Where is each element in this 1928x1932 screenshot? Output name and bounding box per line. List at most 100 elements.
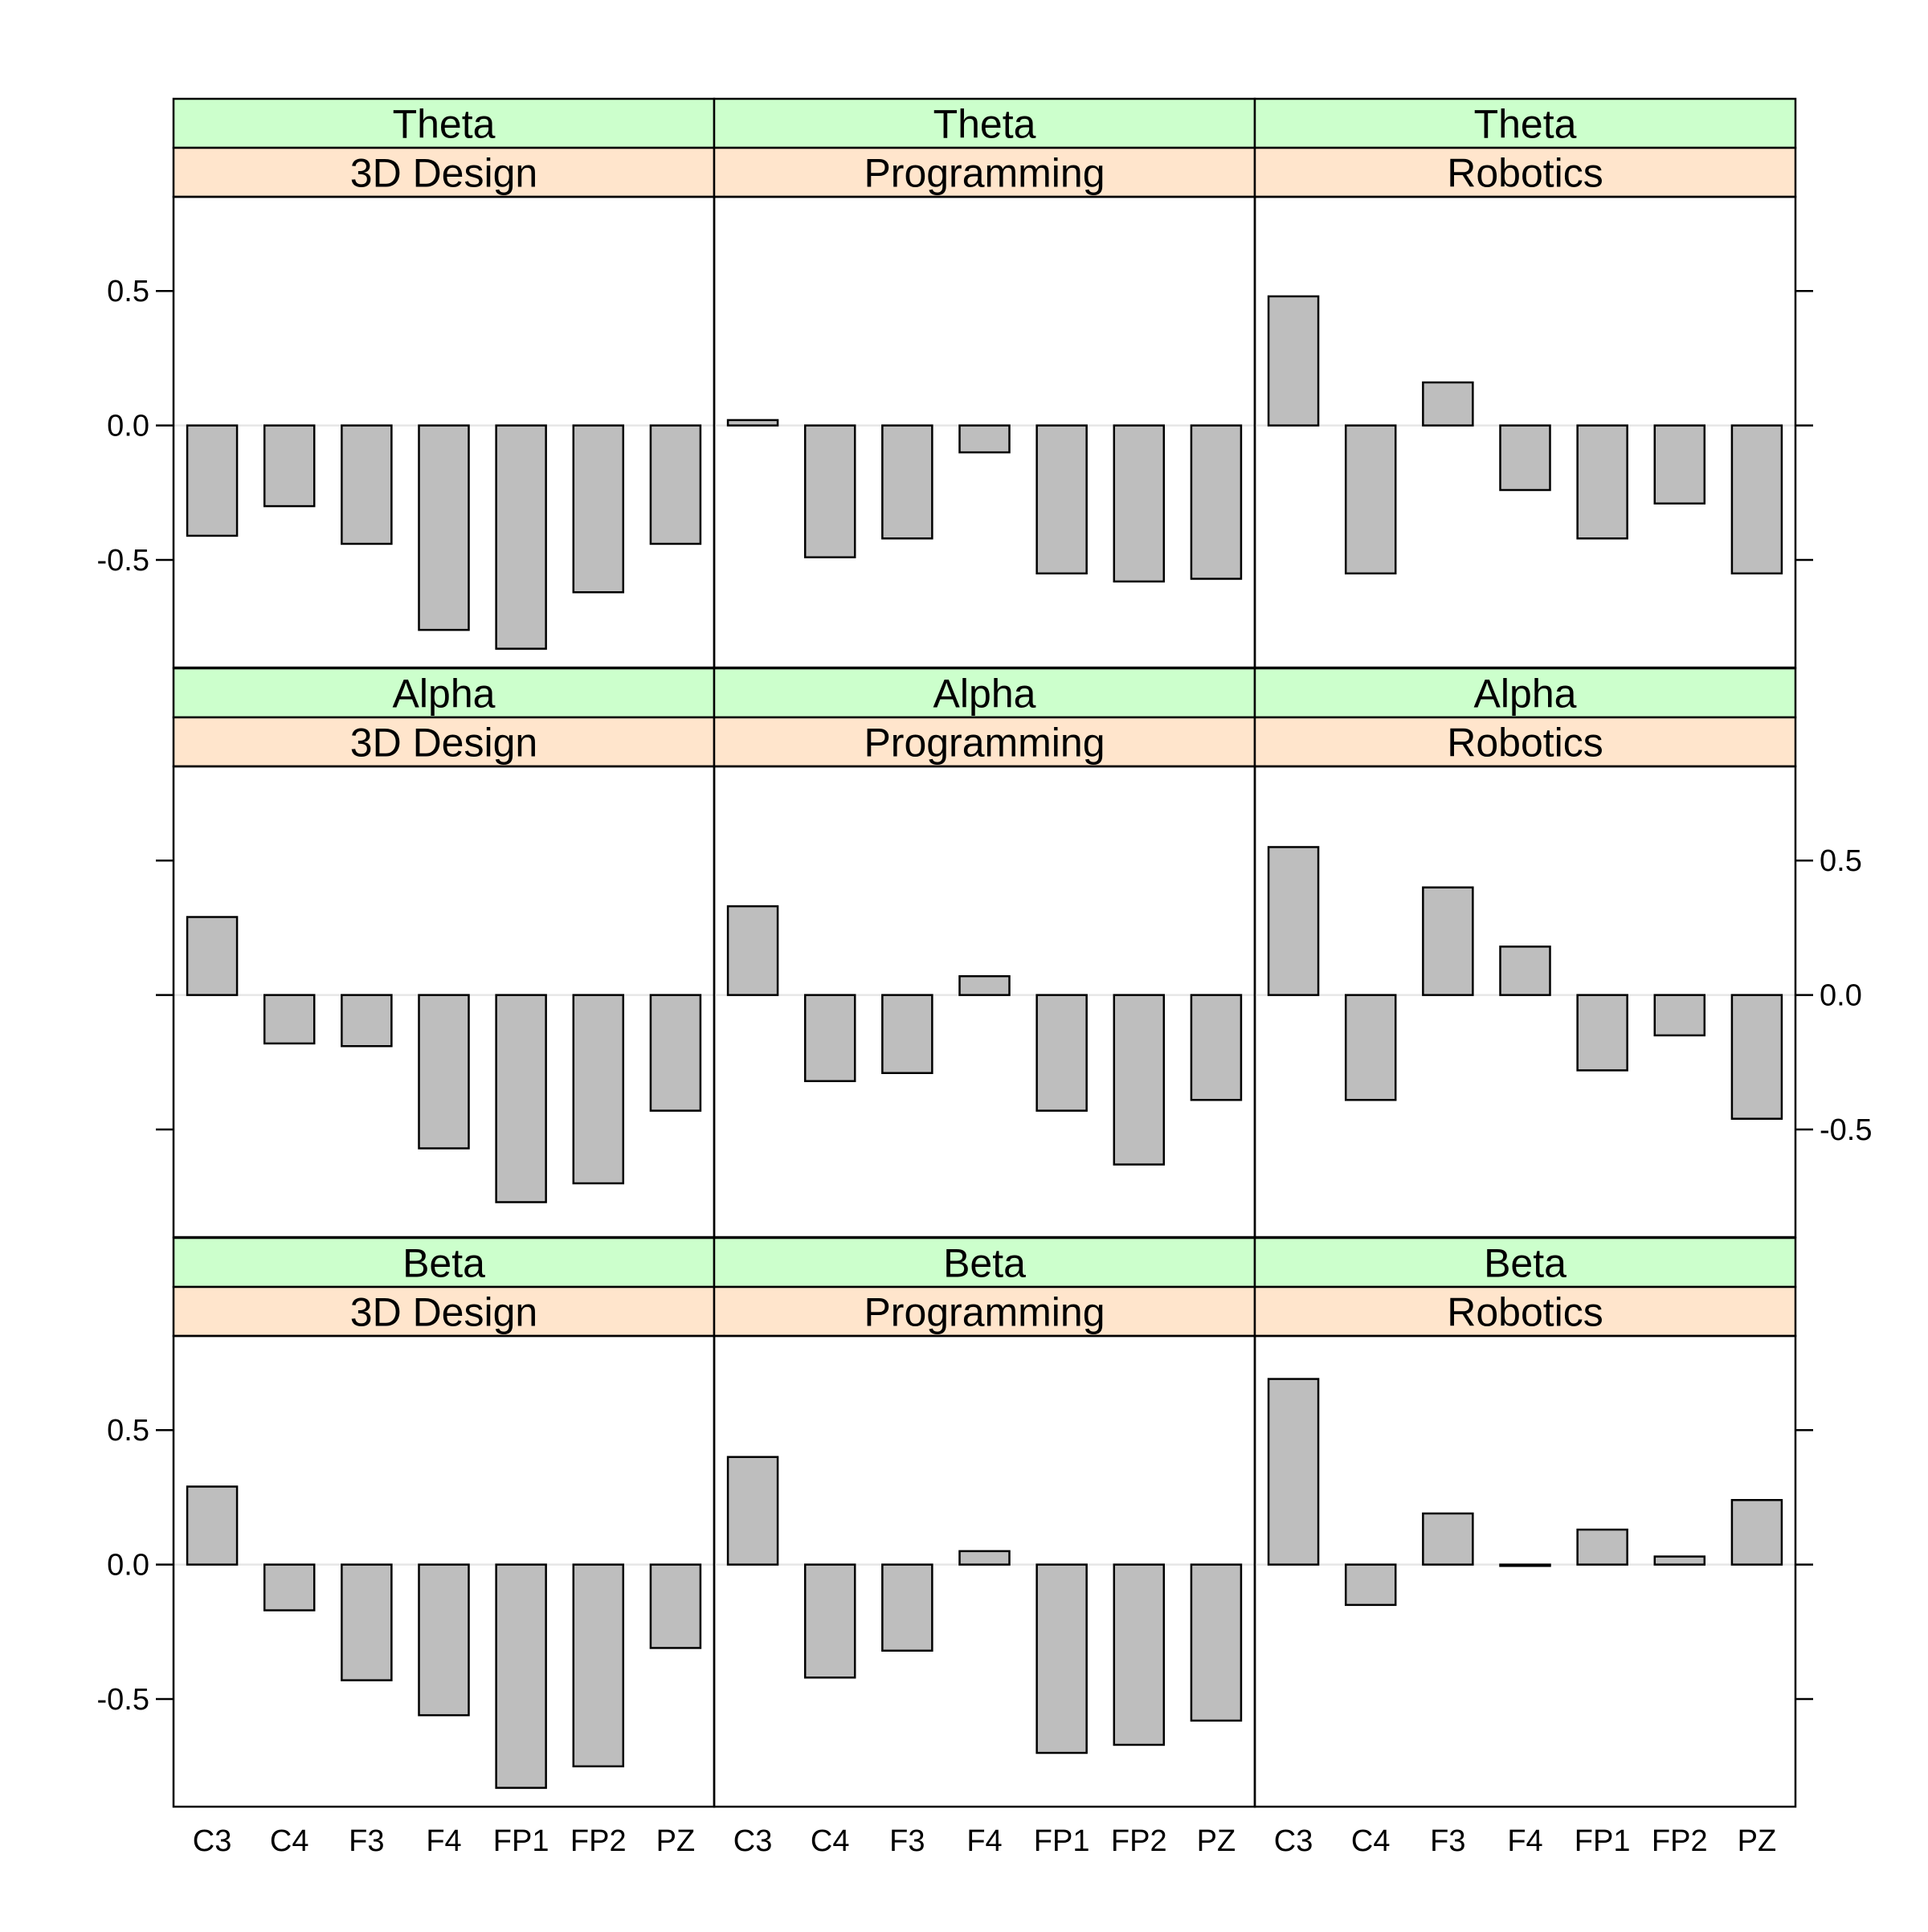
- bar-f3: [1422, 381, 1474, 427]
- x-tick-label: F4: [966, 1824, 1002, 1858]
- strip-subject-label: Programming: [864, 1290, 1105, 1335]
- bar-fp1: [1576, 424, 1628, 540]
- x-tick-label: FP1: [493, 1824, 549, 1858]
- bar-pz: [1730, 424, 1783, 575]
- bar-fp1: [495, 1563, 547, 1789]
- strip-subject-label: Robotics: [1447, 1290, 1603, 1335]
- bar-f3: [1422, 886, 1474, 996]
- bar-c4: [263, 994, 316, 1045]
- bar-fp2: [1653, 994, 1706, 1037]
- bar-pz: [1730, 1499, 1783, 1566]
- strip-subject: [1253, 1285, 1797, 1338]
- x-tick-label: PZ: [1197, 1824, 1236, 1858]
- strip-band: [713, 667, 1256, 719]
- bar-c3: [726, 1456, 779, 1566]
- y-tick-label-left: -0.5: [97, 544, 149, 578]
- strip-subject-label: Robotics: [1447, 721, 1603, 766]
- strip-band-label: Beta: [943, 1241, 1026, 1286]
- x-tick-label: PZ: [656, 1824, 696, 1858]
- bar-c4: [803, 1563, 856, 1679]
- strip-subject-label: Programming: [864, 151, 1105, 196]
- bar-f3: [881, 1563, 933, 1652]
- y-tick-label-right: 0.0: [1820, 979, 1862, 1013]
- bar-f4: [418, 1563, 470, 1717]
- strip-band-label: Beta: [402, 1241, 485, 1286]
- strip-subject-label: Programming: [864, 721, 1105, 766]
- bar-f4: [1499, 424, 1551, 492]
- panel-border: [713, 1334, 1256, 1808]
- bar-pz: [649, 994, 702, 1112]
- x-tick-label: FP2: [1111, 1824, 1167, 1858]
- strip-band-label: Alpha: [1474, 672, 1577, 717]
- strip-band: [172, 1236, 716, 1289]
- x-tick-label: C4: [1351, 1824, 1391, 1858]
- bar-f3: [881, 424, 933, 540]
- strip-subject-label: 3D Design: [350, 1290, 537, 1335]
- x-tick-label: FP1: [1034, 1824, 1090, 1858]
- strip-band: [1253, 97, 1797, 149]
- y-tick-label-left: 0.0: [107, 1549, 149, 1583]
- strip-subject: [713, 1285, 1256, 1338]
- bar-pz: [1730, 994, 1783, 1120]
- bar-f4: [1499, 1563, 1551, 1567]
- panel-border: [1253, 765, 1797, 1239]
- strip-band-label: Alpha: [933, 672, 1036, 717]
- bar-c3: [186, 916, 239, 996]
- bar-f3: [881, 994, 933, 1074]
- strip-subject-label: 3D Design: [350, 721, 537, 766]
- bar-fp2: [1653, 1555, 1706, 1566]
- bar-fp1: [1035, 994, 1088, 1112]
- bar-c3: [1267, 846, 1320, 996]
- bar-f3: [1422, 1512, 1474, 1566]
- strip-band: [172, 97, 716, 149]
- bar-fp2: [1653, 424, 1706, 504]
- y-tick-label-left: 0.5: [107, 1414, 149, 1448]
- x-tick-label: F4: [426, 1824, 461, 1858]
- bar-pz: [1190, 424, 1243, 580]
- x-tick-label: FP2: [1652, 1824, 1708, 1858]
- x-tick-label: FP1: [1575, 1824, 1631, 1858]
- bar-fp2: [572, 424, 625, 594]
- bar-fp2: [572, 994, 625, 1185]
- bar-c4: [263, 424, 316, 508]
- bar-f3: [341, 994, 393, 1048]
- strip-subject-label: Robotics: [1447, 151, 1603, 196]
- strip-subject: [713, 716, 1256, 768]
- x-tick-label: F4: [1507, 1824, 1542, 1858]
- strip-band-label: Theta: [933, 102, 1036, 147]
- x-tick-label: C4: [270, 1824, 309, 1858]
- bar-fp1: [495, 994, 547, 1203]
- strip-subject: [172, 146, 716, 198]
- bar-fp1: [1576, 1528, 1628, 1566]
- x-tick-label: PZ: [1738, 1824, 1777, 1858]
- bar-c4: [1344, 424, 1397, 575]
- bar-fp1: [1576, 994, 1628, 1072]
- strip-band-label: Theta: [1474, 102, 1577, 147]
- bar-c3: [1267, 295, 1320, 427]
- bar-c3: [186, 424, 239, 537]
- bar-fp2: [1113, 994, 1166, 1166]
- bar-fp2: [1113, 1563, 1166, 1746]
- bar-c4: [803, 994, 856, 1083]
- x-tick-label: F3: [1430, 1824, 1465, 1858]
- panel-border: [1253, 1334, 1797, 1808]
- x-tick-label: F3: [889, 1824, 925, 1858]
- bar-f4: [418, 424, 470, 631]
- bar-c3: [726, 419, 779, 427]
- bar-c3: [186, 1485, 239, 1566]
- bar-fp2: [572, 1563, 625, 1768]
- bar-pz: [649, 424, 702, 545]
- bar-fp1: [1035, 1563, 1088, 1754]
- y-tick-label-left: 0.0: [107, 410, 149, 443]
- bar-c4: [803, 424, 856, 558]
- bar-c4: [263, 1563, 316, 1611]
- bar-f4: [958, 424, 1011, 454]
- y-tick-label-right: 0.5: [1820, 844, 1862, 878]
- y-tick-label-right: -0.5: [1820, 1113, 1872, 1147]
- strip-band-label: Beta: [1484, 1241, 1566, 1286]
- x-tick-label: C3: [733, 1824, 773, 1858]
- y-tick-label-left: 0.5: [107, 275, 149, 308]
- bar-pz: [1190, 994, 1243, 1101]
